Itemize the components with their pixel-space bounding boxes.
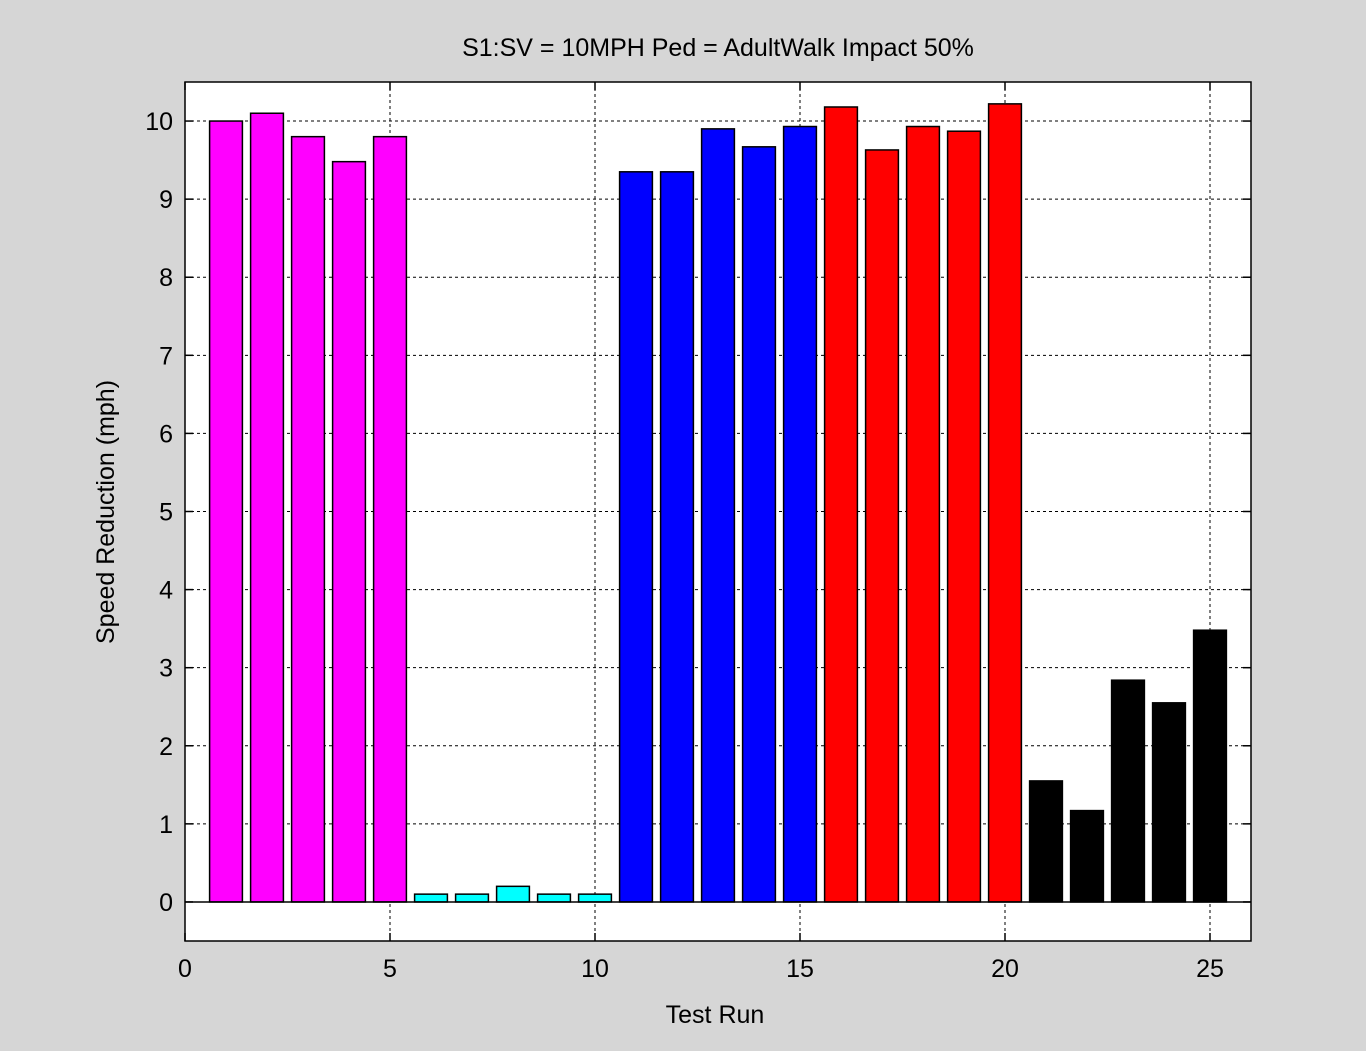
- bar: [700, 128, 736, 903]
- bar: [946, 130, 982, 903]
- y-tick-label: 8: [159, 264, 173, 292]
- bar: [823, 106, 859, 903]
- x-tick-label: 15: [786, 955, 814, 983]
- ticks: 0 1 2 3 4 5 6 7 8 9 10 0 5 10 15 20 25: [145, 82, 1251, 983]
- bar: [1069, 809, 1105, 903]
- bar: [290, 135, 326, 903]
- y-tick-label: 1: [159, 811, 173, 839]
- y-tick-label: 7: [159, 342, 173, 370]
- bar: [987, 103, 1023, 903]
- bar: [618, 171, 654, 903]
- bar: [495, 885, 531, 903]
- bar: [454, 893, 490, 903]
- y-axis-label: Speed Reduction (mph): [92, 380, 120, 644]
- y-tick-label: 9: [159, 186, 173, 214]
- bar: [1110, 679, 1146, 903]
- bar: [208, 120, 244, 903]
- bar: [1151, 702, 1187, 903]
- bar: [577, 893, 613, 903]
- x-tick-label: 25: [1196, 955, 1224, 983]
- x-tick-label: 20: [991, 955, 1019, 983]
- bar: [372, 135, 408, 903]
- bar: [905, 125, 941, 903]
- y-tick-label: 2: [159, 733, 173, 761]
- y-tick-label: 6: [159, 420, 173, 448]
- bar: [1028, 780, 1064, 903]
- bar: [536, 893, 572, 903]
- y-tick-label: 3: [159, 655, 173, 683]
- bar: [864, 149, 900, 903]
- chart-title: S1:SV = 10MPH Ped = AdultWalk Impact 50%: [462, 34, 974, 62]
- bar: [782, 125, 818, 903]
- bar: [249, 112, 285, 903]
- bars: [208, 103, 1228, 903]
- y-tick-label: 5: [159, 499, 173, 527]
- y-tick-label: 4: [159, 577, 173, 605]
- x-tick-label: 0: [178, 955, 192, 983]
- x-tick-label: 10: [581, 955, 609, 983]
- y-tick-label: 0: [159, 889, 173, 917]
- y-tick-label: 10: [145, 108, 173, 136]
- bar: [331, 160, 367, 903]
- bar: [659, 171, 695, 903]
- bar: [413, 893, 449, 903]
- bar: [1192, 629, 1228, 903]
- x-axis-label: Test Run: [666, 1001, 765, 1029]
- x-tick-label: 5: [383, 955, 397, 983]
- bar: [741, 146, 777, 903]
